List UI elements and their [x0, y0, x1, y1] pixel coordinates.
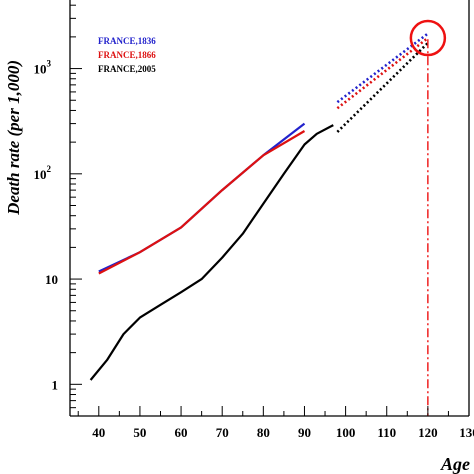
- legend-entry-2: FRANCE,2005: [98, 64, 156, 74]
- x-tick-label: 70: [216, 425, 229, 440]
- limit-circle: [409, 19, 447, 57]
- series-extrapolation-1: [336, 37, 429, 110]
- axis-layer: 405060708090100110120130110102103: [34, 4, 474, 440]
- x-tick-label: 130: [459, 425, 474, 440]
- y-axis-title: Death rate (per 1,000): [4, 60, 23, 216]
- y-tick-label: 103: [34, 59, 52, 77]
- y-tick-label: 1: [52, 377, 59, 392]
- y-tick-label: 102: [34, 164, 52, 182]
- legend-entry-1: FRANCE,1866: [98, 50, 156, 60]
- series-layer: [89, 32, 429, 381]
- x-tick-label: 120: [418, 425, 438, 440]
- x-tick-label: 90: [298, 425, 311, 440]
- series-extrapolation-0: [336, 32, 429, 104]
- x-tick-label: 40: [92, 425, 105, 440]
- plot-frame: [69, 0, 470, 417]
- legend-entry-0: FRANCE,1836: [98, 36, 156, 46]
- x-tick-label: 50: [133, 425, 146, 440]
- legend: FRANCE,1836 FRANCE,1866 FRANCE,2005: [98, 36, 156, 74]
- series-line-1: [98, 130, 306, 275]
- x-tick-label: 80: [257, 425, 270, 440]
- x-tick-label: 110: [377, 425, 396, 440]
- y-tick-label: 10: [45, 272, 58, 287]
- x-tick-label: 100: [336, 425, 356, 440]
- annotation-layer: [409, 19, 447, 416]
- x-axis-title: Age: [440, 454, 470, 474]
- x-tick-label: 60: [175, 425, 188, 440]
- series-line-2: [89, 124, 334, 381]
